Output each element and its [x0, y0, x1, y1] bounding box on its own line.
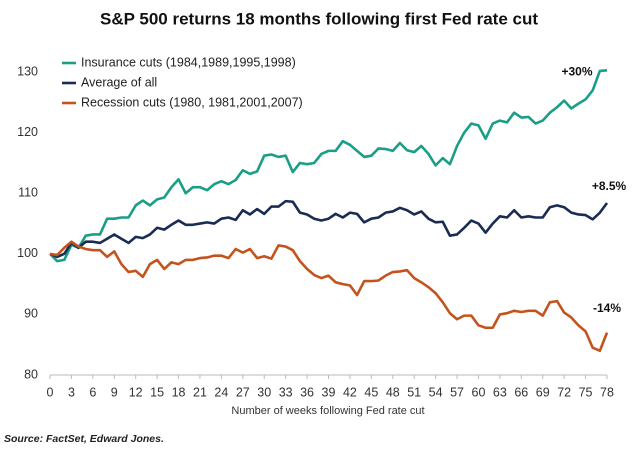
x-tick-label: 48 — [386, 385, 400, 399]
x-tick-label: 15 — [150, 385, 164, 399]
x-tick-label: 78 — [600, 385, 614, 399]
end-label: -14% — [593, 301, 621, 315]
x-tick-label: 63 — [493, 385, 507, 399]
x-tick-label: 21 — [193, 385, 207, 399]
x-tick-label: 72 — [557, 385, 571, 399]
legend-label: Insurance cuts (1984,1989,1995,1998) — [81, 55, 296, 69]
y-tick-label: 130 — [17, 64, 38, 78]
y-tick-label: 120 — [17, 125, 38, 139]
end-label: +30% — [561, 64, 592, 78]
x-tick-label: 57 — [450, 385, 464, 399]
x-tick-label: 18 — [172, 385, 186, 399]
x-tick-label: 45 — [364, 385, 378, 399]
x-tick-label: 30 — [257, 385, 271, 399]
x-tick-label: 42 — [343, 385, 357, 399]
x-axis-label: Number of weeks following Fed rate cut — [231, 405, 424, 417]
x-tick-label: 6 — [89, 385, 96, 399]
source-note: Source: FactSet, Edward Jones. — [4, 433, 164, 445]
end-label: +8.5% — [592, 179, 627, 193]
x-tick-label: 75 — [579, 385, 593, 399]
x-tick-label: 51 — [407, 385, 421, 399]
x-tick-label: 3 — [68, 385, 75, 399]
y-tick-label: 110 — [18, 186, 38, 200]
x-tick-label: 69 — [536, 385, 550, 399]
x-tick-label: 60 — [472, 385, 486, 399]
x-tick-label: 33 — [279, 385, 293, 399]
chart-title: S&P 500 returns 18 months following firs… — [100, 9, 538, 28]
x-tick-label: 36 — [300, 385, 314, 399]
x-tick-label: 0 — [47, 385, 54, 399]
x-tick-label: 54 — [429, 385, 443, 399]
x-tick-label: 24 — [214, 385, 228, 399]
legend-label: Recession cuts (1980, 1981,2001,2007) — [81, 95, 303, 109]
x-tick-label: 66 — [514, 385, 528, 399]
y-tick-label: 90 — [24, 307, 38, 321]
x-tick-label: 27 — [236, 385, 250, 399]
y-tick-label: 100 — [17, 246, 38, 260]
series-line — [49, 69, 608, 263]
series-line — [49, 240, 609, 353]
x-tick-label: 12 — [129, 385, 143, 399]
legend-label: Average of all — [81, 75, 157, 89]
y-tick-label: 80 — [24, 367, 38, 381]
series-line — [49, 199, 609, 259]
x-tick-label: 39 — [322, 385, 336, 399]
x-tick-label: 9 — [111, 385, 118, 399]
